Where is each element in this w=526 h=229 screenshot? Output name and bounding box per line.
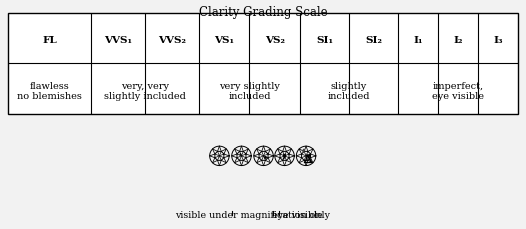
Text: very slightly
included: very slightly included — [219, 82, 280, 101]
Polygon shape — [303, 149, 305, 153]
Text: imperfect,
eye visible: imperfect, eye visible — [432, 82, 484, 101]
Text: SI₂: SI₂ — [365, 35, 382, 44]
Text: Clarity Grading Scale: Clarity Grading Scale — [199, 6, 327, 19]
Text: VVS₁: VVS₁ — [104, 35, 132, 44]
Text: I₂: I₂ — [453, 35, 463, 44]
Text: I₃: I₃ — [493, 35, 503, 44]
Text: I₁: I₁ — [413, 35, 423, 44]
Text: slightly
included: slightly included — [328, 82, 370, 101]
Text: very, very
slightly included: very, very slightly included — [104, 82, 186, 101]
Text: VS₁: VS₁ — [214, 35, 234, 44]
Text: VS₂: VS₂ — [265, 35, 285, 44]
Text: SI₁: SI₁ — [316, 35, 333, 44]
FancyBboxPatch shape — [8, 14, 518, 114]
Text: eye visible: eye visible — [272, 210, 322, 219]
Text: visible under magnification only: visible under magnification only — [175, 210, 330, 219]
Text: flawless
no blemishes: flawless no blemishes — [17, 82, 82, 101]
Text: FL: FL — [42, 35, 57, 44]
Text: VVS₂: VVS₂ — [158, 35, 186, 44]
